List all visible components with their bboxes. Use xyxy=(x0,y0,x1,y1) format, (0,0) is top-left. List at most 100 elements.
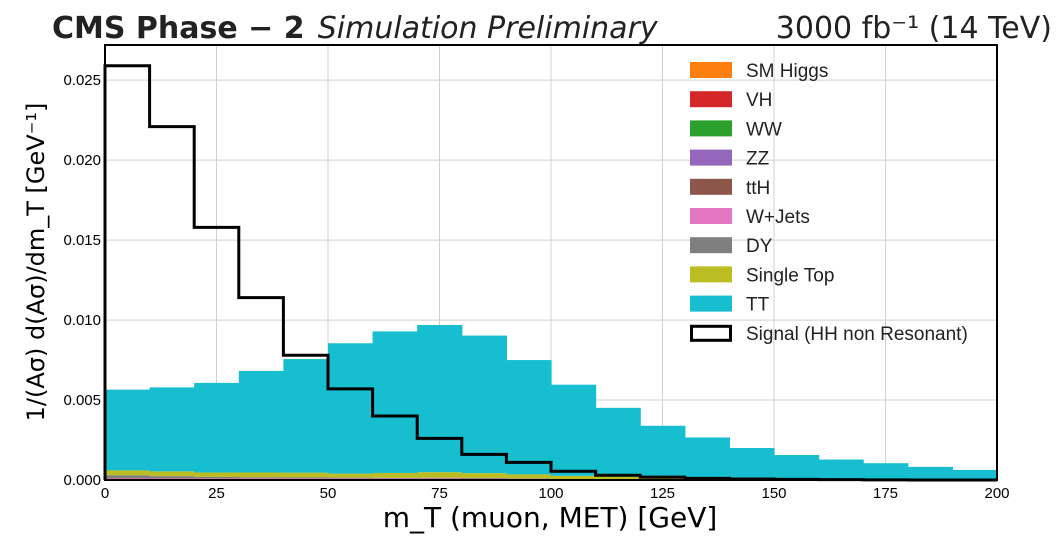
bar-tt-15 xyxy=(774,455,820,479)
legend-swatch-single-top xyxy=(690,266,732,283)
bar-dy-4 xyxy=(283,477,329,479)
legend-label: VH xyxy=(746,90,772,111)
x-tick-label: 25 xyxy=(208,485,225,502)
bar-single-top-11 xyxy=(595,476,641,480)
legend-label: ttH xyxy=(746,178,770,199)
plot-frame xyxy=(104,44,998,481)
bar-w-jets-8 xyxy=(461,478,507,479)
legend-swatch-sm-higgs xyxy=(690,62,732,78)
bar-w-jets-4 xyxy=(283,478,329,479)
bar-tth-6 xyxy=(372,478,418,480)
y-tick-label: 0.020 xyxy=(63,152,101,169)
bar-tt-10 xyxy=(551,384,597,476)
bar-single-top-1 xyxy=(149,471,195,477)
legend-swatch-tth xyxy=(690,178,732,195)
x-tick-label: 50 xyxy=(320,485,337,502)
title-bold-part: CMS Phase − 2 xyxy=(52,11,305,46)
legend-label: W+Jets xyxy=(746,207,810,228)
bar-tt-17 xyxy=(863,463,909,480)
bar-tt-1 xyxy=(149,387,195,472)
bar-single-top-3 xyxy=(238,472,284,478)
legend-label: TT xyxy=(746,295,770,316)
bar-dy-7 xyxy=(417,477,463,479)
bar-dy-2 xyxy=(194,476,240,479)
x-tick-label: 150 xyxy=(761,485,786,502)
bar-tt-6 xyxy=(372,331,418,473)
legend-swatch-vh xyxy=(690,91,732,108)
legend-label: Single Top xyxy=(746,265,834,286)
y-tick-label: 0.025 xyxy=(63,72,101,89)
bar-w-jets-3 xyxy=(238,478,284,479)
x-axis-label: m_T (muon, MET) [GeV] xyxy=(383,501,718,534)
bar-w-jets-1 xyxy=(149,478,195,479)
bar-w-jets-5 xyxy=(328,478,374,479)
y-ticks: 0.000 0.005 0.010 0.015 0.020 0.025 xyxy=(63,72,101,489)
bar-single-top-10 xyxy=(551,475,597,480)
bar-tth-7 xyxy=(417,478,463,480)
bar-single-top-9 xyxy=(506,474,552,479)
x-tick-label: 200 xyxy=(984,485,1009,502)
bar-dy-0 xyxy=(105,475,151,479)
bar-single-top-8 xyxy=(461,473,507,478)
legend-label: ZZ xyxy=(746,149,770,170)
bar-w-jets-2 xyxy=(194,478,240,479)
bar-tth-1 xyxy=(149,478,195,480)
bar-dy-3 xyxy=(238,477,284,479)
legend-swatch-ww xyxy=(690,120,732,137)
x-tick-label: 100 xyxy=(538,485,563,502)
bar-tt-11 xyxy=(595,407,641,477)
y-tick-label: 0.005 xyxy=(63,392,101,409)
legend-swatch-zz xyxy=(690,149,732,166)
bar-tth-5 xyxy=(328,478,374,480)
legend-swatch-tt xyxy=(690,295,732,312)
bar-tt-0 xyxy=(105,389,151,471)
bar-tt-8 xyxy=(461,335,507,474)
bar-single-top-0 xyxy=(105,470,151,476)
bar-tt-7 xyxy=(417,325,463,473)
x-tick-label: 0 xyxy=(101,485,109,502)
bar-dy-9 xyxy=(506,478,552,479)
bar-tt-13 xyxy=(684,437,730,478)
bar-w-jets-0 xyxy=(105,478,151,479)
y-tick-label: 0.015 xyxy=(63,232,101,249)
bar-tt-19 xyxy=(952,469,998,480)
bar-single-top-2 xyxy=(194,472,240,477)
bar-single-top-5 xyxy=(328,473,374,478)
x-tick-label: 175 xyxy=(873,485,898,502)
title-right: 3000 fb⁻¹ (14 TeV) xyxy=(776,11,1052,46)
legend: SM Higgs VH WW ZZ ttH W+Jets DY Single Top TT Sig… xyxy=(690,61,968,345)
legend-swatch-signal xyxy=(690,324,732,342)
bar-dy-6 xyxy=(372,477,418,479)
y-axis-label: 1/(Aσ) d(Aσ)/dm_T [GeV⁻¹] xyxy=(22,103,50,422)
legend-label-signal: Signal (HH non Resonant) xyxy=(746,324,968,345)
bar-tt-14 xyxy=(729,448,775,479)
bar-tt-5 xyxy=(328,343,374,474)
legend-swatch-w-jets xyxy=(690,208,732,224)
bar-tt-18 xyxy=(907,466,953,480)
bar-tt-9 xyxy=(506,360,552,475)
title-left: CMS Phase − 2 Simulation Preliminary xyxy=(52,11,659,46)
x-tick-label: 125 xyxy=(650,485,675,502)
bar-w-jets-6 xyxy=(372,478,418,479)
bar-tth-8 xyxy=(461,478,507,480)
bar-dy-1 xyxy=(149,476,195,479)
bar-dy-8 xyxy=(461,477,507,479)
bar-single-top-4 xyxy=(283,472,329,478)
x-tick-label: 75 xyxy=(431,485,448,502)
bar-dy-5 xyxy=(328,477,374,479)
x-ticks: 0 25 50 75 100 125 150 175 200 xyxy=(101,485,1010,502)
bar-tt-16 xyxy=(818,459,864,479)
bar-tt-3 xyxy=(238,370,284,473)
bar-w-jets-9 xyxy=(506,478,552,480)
legend-swatch-dy xyxy=(690,237,732,254)
legend-label: WW xyxy=(746,119,782,140)
legend-label: SM Higgs xyxy=(746,61,828,82)
bar-tth-2 xyxy=(194,478,240,480)
bar-single-top-6 xyxy=(372,472,418,478)
bar-tt-4 xyxy=(283,359,329,473)
bar-tth-0 xyxy=(105,478,151,480)
bar-tt-12 xyxy=(640,425,686,478)
y-tick-label: 0.010 xyxy=(63,312,101,329)
bar-single-top-7 xyxy=(417,472,463,478)
bar-tt-2 xyxy=(194,382,240,473)
